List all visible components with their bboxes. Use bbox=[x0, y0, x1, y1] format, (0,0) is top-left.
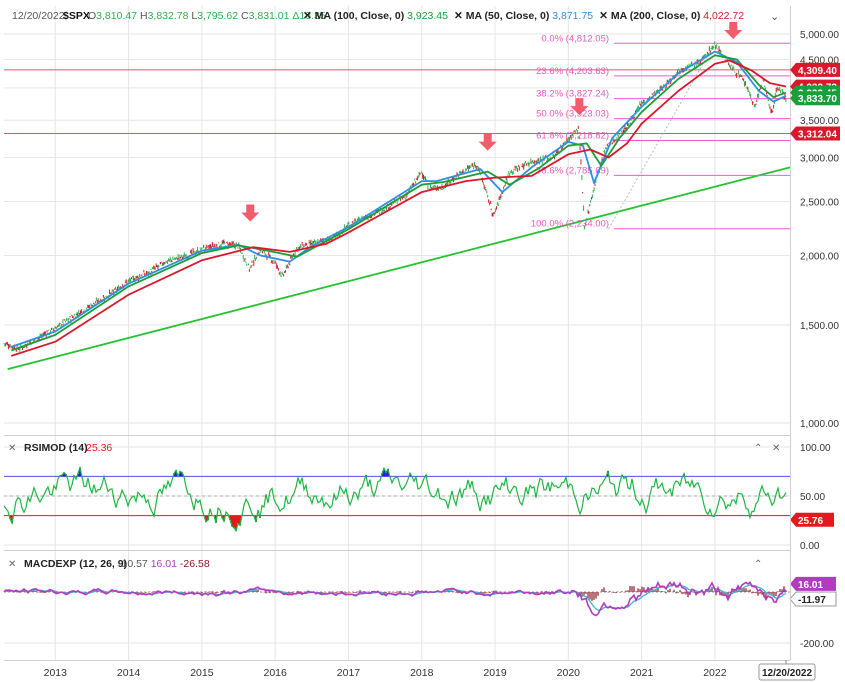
year-label: 2015 bbox=[190, 667, 214, 679]
ma-key: ✕ MA (50, Close, 0) bbox=[454, 10, 552, 22]
macd-value: -26.58 bbox=[180, 558, 210, 570]
macd-series: 16.01 -11.97 bbox=[3, 576, 837, 617]
close-icon[interactable]: ✕ bbox=[772, 443, 780, 454]
ohlc-values: O3,810.47 H3,832.78 L3,795.62 C3,831.01 … bbox=[88, 10, 326, 22]
year-label: 2013 bbox=[44, 667, 68, 679]
fib-level-label: 100.0% (2,234.00) bbox=[531, 219, 609, 230]
price-badge-label: 3,312.04 bbox=[798, 130, 837, 141]
rsi-series: 25.76 bbox=[3, 465, 834, 533]
rsi-badge bbox=[790, 512, 834, 527]
ohlc-value: 3,832.78 bbox=[148, 10, 192, 22]
price-badge bbox=[790, 62, 840, 77]
series-line bbox=[10, 54, 787, 352]
price-tick-label: 1,500.00 bbox=[800, 321, 839, 332]
chevron-up-icon[interactable]: ⌃ bbox=[754, 559, 762, 570]
year-label: 2019 bbox=[483, 667, 507, 679]
macd-value: -10.57 bbox=[118, 558, 151, 570]
rsi-panel[interactable] bbox=[4, 437, 790, 549]
year-label: 2018 bbox=[410, 667, 434, 679]
cursor-date-badge bbox=[758, 663, 816, 681]
price-tick-label: 2,500.00 bbox=[800, 198, 839, 209]
ohlc-key: H bbox=[140, 10, 148, 22]
ohlc-value: 3,795.62 bbox=[197, 10, 241, 22]
rsi-header: ✕ RSIMOD (14) 25.36 ⌃ ✕ bbox=[8, 442, 780, 454]
rsi-value: 25.36 bbox=[86, 442, 112, 454]
macd-badge bbox=[790, 576, 836, 591]
fibonacci-retracement[interactable]: 0.0% (4,812.05) 23.6% (4,203.63) 38.2% (3,… bbox=[4, 22, 791, 370]
price-badge-label: 4,309.40 bbox=[798, 66, 837, 77]
rsi-badge-label: 25.76 bbox=[798, 516, 823, 527]
macd-values: -10.57 16.01 -26.58 bbox=[118, 558, 210, 570]
header-date: 12/20/2022 bbox=[12, 10, 65, 22]
price-badge bbox=[790, 91, 840, 106]
rsi-tick-label: 50.00 bbox=[800, 492, 825, 503]
ohlc-key: L bbox=[191, 10, 197, 22]
ma-key: ✕ MA (200, Close, 0) bbox=[599, 10, 703, 22]
macd-title: MACDEXP (12, 26, 9) bbox=[24, 558, 127, 570]
price-tick-label: 2,000.00 bbox=[800, 251, 839, 262]
fib-level-label: 78.6% (2,785.69) bbox=[536, 165, 609, 176]
year-label: 2014 bbox=[117, 667, 141, 679]
rsi-tick-label: 0.00 bbox=[800, 541, 820, 552]
year-label: 2021 bbox=[630, 667, 654, 679]
macd-header: ✕ MACDEXP (12, 26, 9) -10.57 16.01 -26.5… bbox=[8, 558, 762, 570]
header-symbol[interactable]: $SPX bbox=[63, 10, 90, 22]
price-panel[interactable] bbox=[4, 6, 790, 434]
price-tick-label: 3,000.00 bbox=[800, 153, 839, 164]
fib-level-label: 38.2% (3,827.24) bbox=[536, 89, 609, 100]
ohlc-key: C bbox=[241, 10, 249, 22]
rsi-title: RSIMOD (14) bbox=[24, 442, 88, 454]
price-tick-label: 3,500.00 bbox=[800, 116, 839, 127]
close-icon[interactable]: ✕ bbox=[8, 443, 16, 454]
year-label: 2016 bbox=[263, 667, 287, 679]
series-line bbox=[11, 59, 787, 357]
ma-value: 3,871.75 bbox=[552, 10, 593, 22]
macd-badge-label: -11.97 bbox=[798, 595, 826, 606]
price-tick-label: 5,000.00 bbox=[800, 30, 839, 41]
macd-badge-label: 16.01 bbox=[798, 580, 823, 591]
macd-line bbox=[3, 580, 787, 617]
rsi-line bbox=[3, 465, 787, 533]
year-label: 2020 bbox=[557, 667, 581, 679]
close-icon[interactable]: ✕ bbox=[8, 559, 16, 570]
fib-level-label: 23.6% (4,203.63) bbox=[536, 66, 609, 77]
price-header: 12/20/2022 $SPX O3,810.47 H3,832.78 L3,7… bbox=[12, 10, 779, 23]
ohlc-value: 3,831.01 bbox=[249, 10, 293, 22]
price-series bbox=[3, 41, 787, 357]
macd-panel[interactable] bbox=[4, 552, 790, 660]
ohlc-value: 3,810.47 bbox=[96, 10, 140, 22]
time-axis[interactable]: 2013 2014 2015 2016 2017 2018 2019 2020 2021 2022… bbox=[44, 660, 816, 681]
price-tick-label: 4,500.00 bbox=[800, 55, 839, 66]
price-badge-label: 3,833.70 bbox=[798, 94, 837, 105]
ohlc-key: O bbox=[88, 10, 96, 22]
down-arrow-icon bbox=[570, 98, 589, 116]
moving-average-legend: ✕ MA (100, Close, 0) 3,923.45 ✕ MA (50, C… bbox=[303, 10, 744, 22]
cursor-date-label: 12/20/2022 bbox=[762, 668, 812, 679]
trend-line bbox=[7, 166, 791, 370]
macd-badge bbox=[789, 591, 837, 607]
price-badges: 4,309.404,022.733,923.453,833.703,312.04 bbox=[790, 62, 840, 141]
price-tick-label: 1,000.00 bbox=[800, 419, 839, 430]
rsi-tick-label: 100.00 bbox=[800, 443, 831, 454]
price-axis[interactable]: 5,000.004,500.004,000.003,500.003,000.00… bbox=[800, 30, 839, 650]
ma-value: 4,022.72 bbox=[703, 10, 744, 22]
fib-level-label: 0.0% (4,812.05) bbox=[541, 33, 609, 44]
down-arrow-icon bbox=[241, 204, 260, 222]
macd-tick-label: -200.00 bbox=[800, 639, 834, 650]
year-label: 2022 bbox=[703, 667, 727, 679]
ma-value: 3,923.45 bbox=[407, 10, 448, 22]
collapse-chevron-icon[interactable]: ⌄ bbox=[770, 11, 779, 23]
change-value: Δ13.35 bbox=[292, 10, 325, 22]
price-badge bbox=[790, 126, 840, 141]
chevron-up-icon[interactable]: ⌃ bbox=[754, 443, 762, 454]
down-arrow-icon bbox=[478, 133, 497, 151]
fib-level-label: 50.0% (3,523.03) bbox=[536, 109, 609, 120]
down-arrow-icon bbox=[724, 22, 743, 39]
macd-value: 16.01 bbox=[151, 558, 180, 570]
year-label: 2017 bbox=[337, 667, 361, 679]
ma-key: ✕ MA (100, Close, 0) bbox=[303, 10, 407, 22]
